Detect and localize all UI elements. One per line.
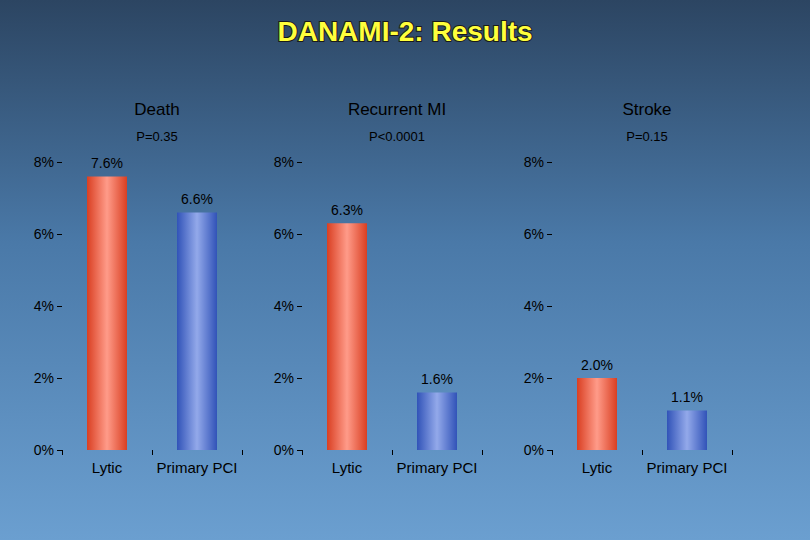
svg-text:7.6%: 7.6%	[91, 155, 123, 171]
svg-text:4%: 4%	[274, 298, 294, 314]
svg-text:6%: 6%	[34, 226, 54, 242]
svg-text:2.0%: 2.0%	[581, 357, 613, 373]
svg-text:Primary PCI: Primary PCI	[647, 459, 728, 476]
svg-text:0%: 0%	[524, 442, 544, 458]
svg-text:2%: 2%	[274, 370, 294, 386]
svg-text:6.3%: 6.3%	[331, 202, 363, 218]
svg-text:Lytic: Lytic	[582, 459, 613, 476]
svg-text:0%: 0%	[34, 442, 54, 458]
svg-text:1.6%: 1.6%	[421, 371, 453, 387]
svg-text:P=0.35: P=0.35	[136, 129, 178, 144]
svg-text:6%: 6%	[274, 226, 294, 242]
svg-text:Lytic: Lytic	[92, 459, 123, 476]
svg-text:8%: 8%	[34, 154, 54, 170]
svg-text:6%: 6%	[524, 226, 544, 242]
svg-text:Death: Death	[134, 100, 179, 119]
svg-text:Primary PCI: Primary PCI	[157, 459, 238, 476]
svg-text:P=0.15: P=0.15	[626, 129, 668, 144]
svg-text:Lytic: Lytic	[332, 459, 363, 476]
svg-text:4%: 4%	[524, 298, 544, 314]
svg-text:8%: 8%	[524, 154, 544, 170]
svg-text:2%: 2%	[34, 370, 54, 386]
svg-text:Primary PCI: Primary PCI	[397, 459, 478, 476]
svg-text:P<0.0001: P<0.0001	[369, 129, 425, 144]
svg-text:0%: 0%	[274, 442, 294, 458]
svg-text:DANAMI-2: Results: DANAMI-2: Results	[277, 16, 532, 47]
svg-text:6.6%: 6.6%	[181, 191, 213, 207]
svg-text:8%: 8%	[274, 154, 294, 170]
svg-text:2%: 2%	[524, 370, 544, 386]
svg-text:4%: 4%	[34, 298, 54, 314]
svg-text:1.1%: 1.1%	[671, 389, 703, 405]
svg-text:Recurrent MI: Recurrent MI	[348, 100, 446, 119]
svg-text:Stroke: Stroke	[622, 100, 671, 119]
